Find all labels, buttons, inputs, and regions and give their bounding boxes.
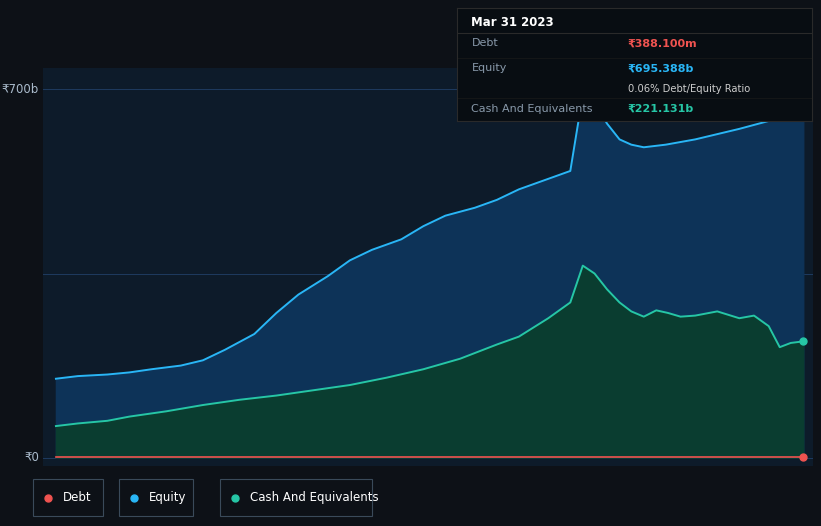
Text: Cash And Equivalents: Cash And Equivalents bbox=[471, 104, 593, 114]
Text: ₹0: ₹0 bbox=[24, 451, 39, 464]
Text: Equity: Equity bbox=[471, 63, 507, 73]
Text: Debt: Debt bbox=[471, 38, 498, 48]
Text: Mar 31 2023: Mar 31 2023 bbox=[471, 16, 554, 29]
Text: ₹695.388b: ₹695.388b bbox=[627, 63, 694, 73]
Text: ₹388.100m: ₹388.100m bbox=[627, 38, 697, 48]
Text: Debt: Debt bbox=[62, 491, 91, 504]
Text: Cash And Equivalents: Cash And Equivalents bbox=[250, 491, 378, 504]
Text: ₹221.131b: ₹221.131b bbox=[627, 104, 694, 114]
Text: Equity: Equity bbox=[149, 491, 186, 504]
Text: ₹700b: ₹700b bbox=[2, 83, 39, 96]
Text: 0.06% Debt/Equity Ratio: 0.06% Debt/Equity Ratio bbox=[627, 84, 750, 94]
